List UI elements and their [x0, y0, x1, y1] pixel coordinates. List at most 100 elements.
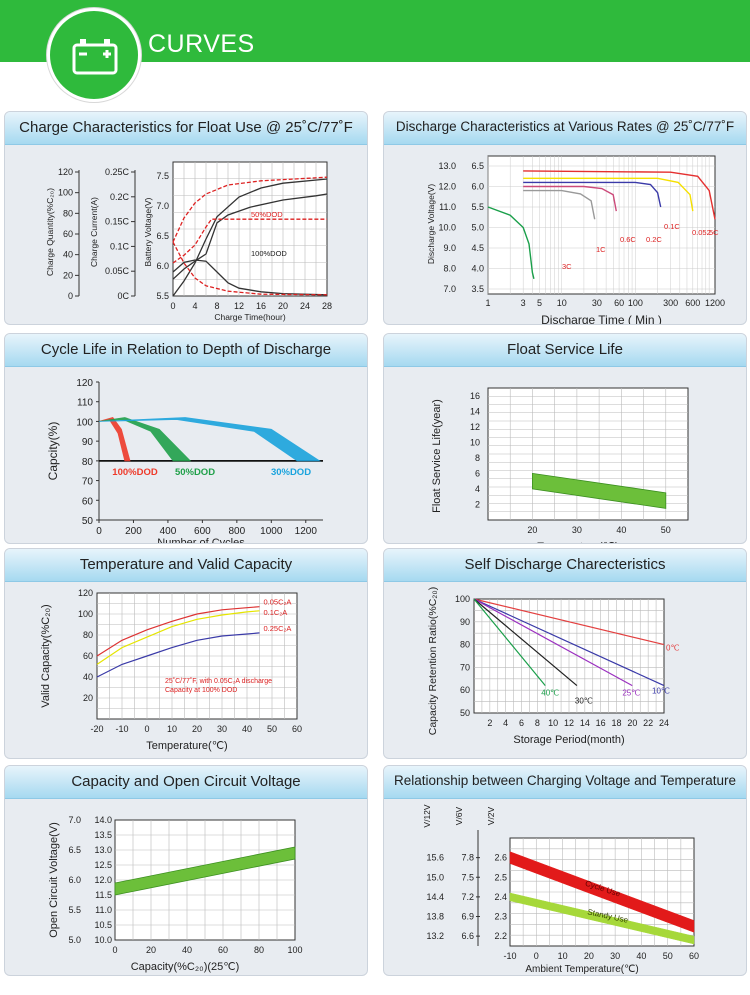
y-tick-label: 90 [460, 617, 470, 627]
x-tick-label: 18 [611, 718, 621, 728]
panel-charging-voltage-temperature: Relationship between Charging Voltage an… [383, 765, 747, 976]
x-tick-label: 30 [592, 298, 602, 308]
x-tick-label: 60 [292, 724, 302, 734]
x-tick-label: 20 [584, 951, 594, 961]
x-tick-label: 28 [322, 301, 332, 311]
axis-header: V/2V [486, 806, 496, 825]
x-tick-label: 8 [214, 301, 219, 311]
annotation-label: 100%DOD [251, 249, 287, 258]
x-tick-label: 30 [610, 951, 620, 961]
x-tick-label: 40 [182, 945, 192, 955]
chart-open-circuit-voltage: 0 20 40 60 80 100 10.0 10.5 11.0 11.5 12.0 12.5 13.0… [48, 815, 303, 973]
y-tick-label: 5.5 [471, 202, 484, 212]
x-tick-label: 22 [643, 718, 653, 728]
series-label: 1C [596, 245, 606, 254]
y-tick-label: 6.9 [461, 912, 474, 922]
series-line-30℃ [473, 598, 578, 687]
x-tick-label: 60 [689, 951, 699, 961]
voltage-band [114, 846, 296, 896]
y-tick-label: 5.5 [156, 291, 169, 301]
x-tick-label: -20 [90, 724, 103, 734]
series-line-25℃ [473, 598, 633, 687]
x-tick-label: 100 [287, 945, 302, 955]
y-axis-label: Capcity(%) [46, 422, 60, 481]
x-tick-label: 14 [580, 718, 590, 728]
series-line-0.05C₂A [96, 606, 260, 657]
series-line-0.2C [523, 181, 662, 208]
y-tick-label: 11.0 [95, 905, 112, 915]
x-tick-label: 200 [125, 526, 142, 537]
y-tick-label: 5.0 [68, 935, 81, 945]
x-axis-label: Charge Time(hour) [214, 312, 286, 322]
x-axis-label: Temperature(℃) [537, 541, 618, 543]
x-tick-label: 20 [627, 718, 637, 728]
y-tick-label: 60 [82, 496, 94, 507]
series-label: 0.1C₂A [264, 608, 288, 617]
y-tick-label: 4.5 [471, 243, 484, 253]
annotation-label: 50%DOD [251, 210, 283, 219]
y-tick-label: 15.6 [426, 853, 444, 863]
x-tick-label: 40 [636, 951, 646, 961]
axis-header: V/12V [422, 804, 432, 827]
x-tick-label: 30 [572, 525, 582, 535]
panel-discharge-characteristics: Discharge Characteristics at Various Rat… [383, 111, 747, 325]
series-label: 30%DOD [271, 467, 311, 478]
x-tick-label: 20 [146, 945, 156, 955]
y-axis-label: Discharge Voltage(V) [426, 184, 436, 264]
y-tick-label: 100 [76, 417, 93, 428]
series-label: 3C [562, 262, 572, 271]
series-line-0.6C [523, 185, 617, 212]
battery-icon [47, 8, 141, 102]
x-tick-label: 0 [144, 724, 149, 734]
series-band-100%DOD [98, 417, 131, 462]
y-tick-label: 100 [455, 594, 470, 604]
y-tick-label: 0.1C [110, 241, 130, 251]
panel-title: Self Discharge Charecteristics [464, 556, 666, 573]
x-tick-label: 1 [485, 298, 490, 308]
series-line-3C [487, 206, 535, 279]
series-label: 0℃ [666, 644, 679, 653]
series-label: 40℃ [541, 689, 559, 698]
panel-title: Temperature and Valid Capacity [79, 556, 293, 573]
x-tick-label: 0 [170, 301, 175, 311]
series-label: 0.052 [692, 228, 711, 237]
x-tick-label: 40 [616, 525, 626, 535]
x-axis-label: Temperature(℃) [146, 740, 227, 752]
series-band-30%DOD [98, 417, 321, 462]
x-axis-label: Discharge Time ( Min ) [541, 313, 662, 324]
x-tick-label: 60 [218, 945, 228, 955]
x-tick-label: 1200 [295, 526, 318, 537]
chart-note: Constant Voltage 2.26V Charge [190, 322, 310, 324]
x-tick-label: 100 [628, 298, 643, 308]
y-tick-label: 12 [470, 422, 480, 432]
y-tick-label: 5.5 [68, 905, 81, 915]
y-tick-label: 4 [475, 484, 480, 494]
y-tick-label: 100 [78, 609, 93, 619]
y-tick-label: 6.0 [471, 182, 484, 192]
x-tick-label: 1200 [705, 298, 725, 308]
series-band-Standy Use [509, 892, 695, 945]
y-tick-label: 4.0 [471, 264, 484, 274]
panel-title: Charge Characteristics for Float Use @ 2… [19, 119, 353, 136]
y-tick-label: 15.0 [426, 872, 444, 882]
panel-title: Discharge Characteristics at Various Rat… [395, 119, 735, 134]
x-tick-label: 10 [558, 951, 568, 961]
x-tick-label: 40 [242, 724, 252, 734]
series-line-1C [523, 189, 596, 220]
chart-note: 25˚C/77˚F, with 0.05C₂A discharge [165, 677, 272, 685]
y-tick-label: 10.0 [438, 223, 456, 233]
y-axis-label: Battery Voltage(V) [143, 197, 153, 266]
y-tick-label: 6.0 [156, 261, 169, 271]
y-tick-label: 50 [460, 708, 470, 718]
x-tick-label: 24 [300, 301, 310, 311]
panel-self-discharge: Self Discharge Charecteristics 2 4 6 8 10 12 1… [383, 548, 747, 759]
y-tick-label: 8.0 [443, 264, 456, 274]
y-tick-label: 70 [82, 477, 94, 488]
x-tick-label: 4 [192, 301, 197, 311]
y-tick-label: 50 [82, 516, 94, 527]
y-tick-label: 10.5 [94, 920, 112, 930]
y-tick-label: 8 [475, 453, 480, 463]
y-tick-label: 80 [63, 208, 73, 218]
y-tick-label: 12.0 [438, 182, 456, 192]
y-tick-label: 7.5 [461, 872, 474, 882]
